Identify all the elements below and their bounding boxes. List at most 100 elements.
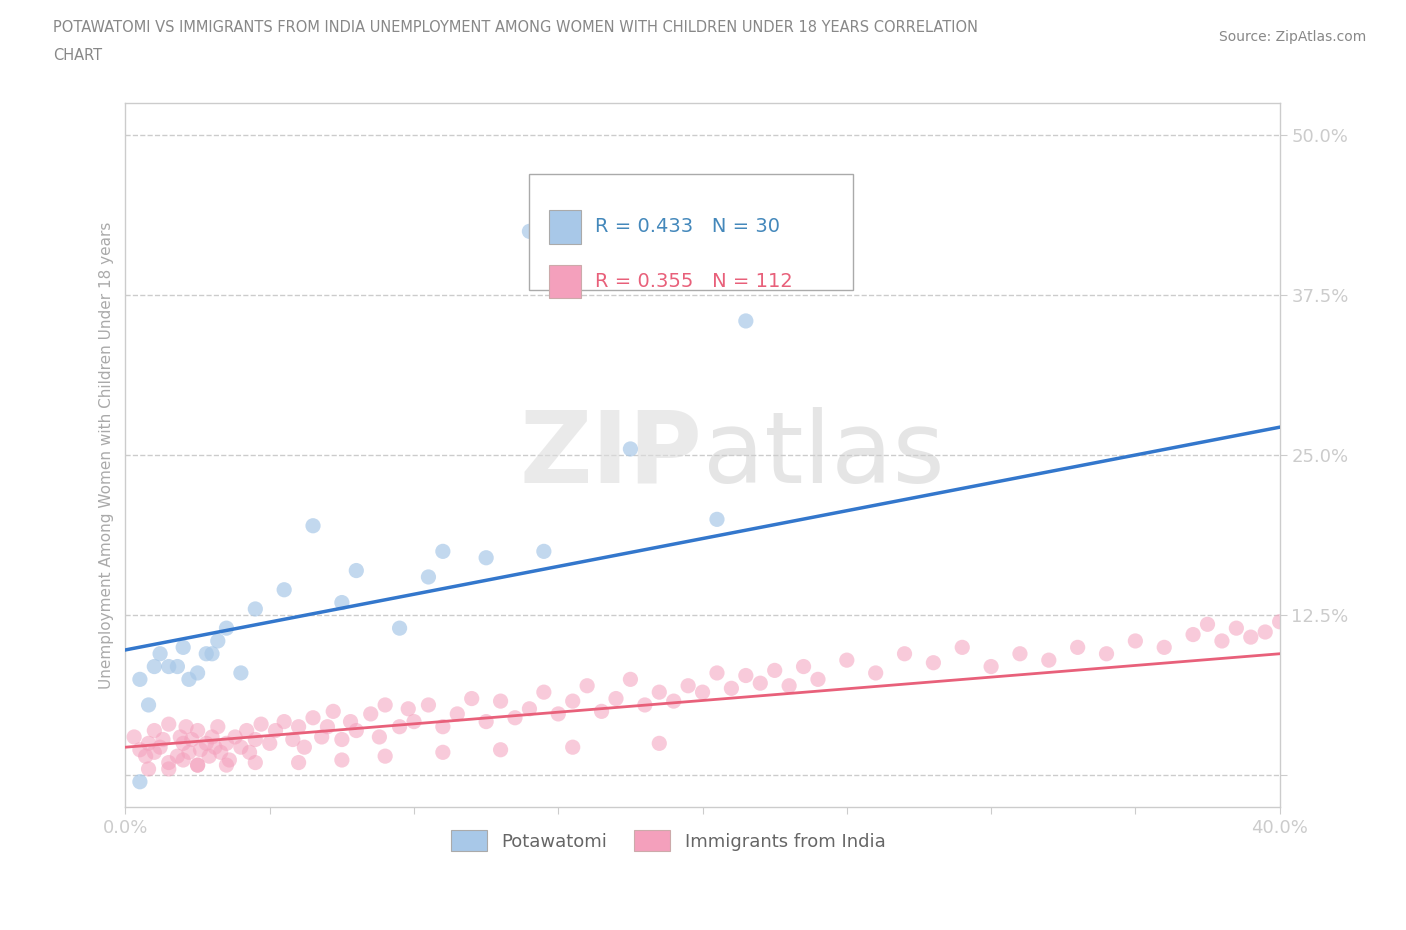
Point bbox=[166, 659, 188, 674]
Point bbox=[432, 544, 454, 559]
Point bbox=[129, 775, 152, 790]
Point bbox=[749, 676, 772, 691]
Point bbox=[634, 698, 657, 712]
Text: CHART: CHART bbox=[53, 48, 103, 63]
Point bbox=[519, 224, 541, 239]
Point bbox=[1211, 633, 1233, 648]
Point bbox=[676, 678, 699, 693]
Text: R = 0.355   N = 112: R = 0.355 N = 112 bbox=[595, 272, 793, 291]
Point bbox=[388, 719, 411, 734]
Point bbox=[224, 729, 246, 744]
Point bbox=[143, 745, 166, 760]
Point bbox=[259, 736, 281, 751]
Point bbox=[195, 646, 218, 661]
Point bbox=[215, 736, 238, 751]
Point bbox=[215, 620, 238, 635]
Point bbox=[1066, 640, 1088, 655]
Point bbox=[157, 762, 180, 777]
Point bbox=[322, 704, 344, 719]
Point bbox=[302, 518, 325, 533]
Point bbox=[576, 678, 599, 693]
Point bbox=[396, 701, 419, 716]
Point bbox=[180, 732, 202, 747]
Point bbox=[245, 732, 267, 747]
Text: R = 0.433   N = 30: R = 0.433 N = 30 bbox=[595, 218, 780, 236]
Point bbox=[190, 742, 212, 757]
Point bbox=[793, 659, 815, 674]
Point bbox=[339, 714, 361, 729]
Point bbox=[475, 551, 498, 565]
Legend: Potawatomi, Immigrants from India: Potawatomi, Immigrants from India bbox=[443, 823, 893, 858]
Point bbox=[374, 698, 396, 712]
Point bbox=[311, 729, 333, 744]
Point bbox=[157, 659, 180, 674]
Point bbox=[187, 758, 209, 773]
Point bbox=[218, 752, 240, 767]
Point bbox=[368, 729, 391, 744]
Point bbox=[1240, 630, 1263, 644]
Point bbox=[533, 544, 555, 559]
Point bbox=[418, 698, 440, 712]
Point bbox=[950, 640, 973, 655]
Point bbox=[287, 719, 309, 734]
Point bbox=[149, 739, 172, 754]
Point bbox=[344, 724, 367, 738]
Point bbox=[235, 724, 257, 738]
Point bbox=[330, 732, 353, 747]
Point bbox=[229, 739, 252, 754]
Y-axis label: Unemployment Among Women with Children Under 18 years: Unemployment Among Women with Children U… bbox=[100, 221, 114, 689]
Point bbox=[316, 719, 339, 734]
Point bbox=[1254, 625, 1277, 640]
Point bbox=[519, 701, 541, 716]
Point bbox=[461, 691, 484, 706]
Point bbox=[763, 663, 786, 678]
Point bbox=[692, 684, 714, 699]
Point bbox=[169, 729, 191, 744]
Point bbox=[734, 313, 756, 328]
Text: Source: ZipAtlas.com: Source: ZipAtlas.com bbox=[1219, 30, 1367, 44]
Point bbox=[432, 745, 454, 760]
Point bbox=[172, 640, 194, 655]
Point bbox=[446, 707, 468, 722]
Point bbox=[264, 724, 287, 738]
Point bbox=[245, 755, 267, 770]
Text: POTAWATOMI VS IMMIGRANTS FROM INDIA UNEMPLOYMENT AMONG WOMEN WITH CHILDREN UNDER: POTAWATOMI VS IMMIGRANTS FROM INDIA UNEM… bbox=[53, 20, 979, 35]
Point bbox=[157, 717, 180, 732]
Point bbox=[201, 646, 224, 661]
Text: ZIP: ZIP bbox=[520, 406, 703, 504]
Point bbox=[201, 729, 224, 744]
Point bbox=[706, 666, 728, 681]
Point bbox=[360, 707, 382, 722]
Point bbox=[152, 732, 174, 747]
Point bbox=[1182, 627, 1205, 642]
Point bbox=[273, 714, 295, 729]
Point bbox=[177, 745, 200, 760]
Point bbox=[344, 564, 367, 578]
Point bbox=[238, 745, 260, 760]
Point bbox=[157, 755, 180, 770]
Point bbox=[503, 711, 526, 725]
Point bbox=[591, 704, 613, 719]
Point bbox=[1038, 653, 1060, 668]
Point bbox=[174, 719, 197, 734]
Point bbox=[475, 714, 498, 729]
Point bbox=[187, 758, 209, 773]
Point bbox=[177, 671, 200, 686]
Point bbox=[1095, 646, 1118, 661]
Point bbox=[207, 633, 229, 648]
Point bbox=[129, 742, 152, 757]
Point bbox=[1153, 640, 1175, 655]
Point bbox=[138, 736, 160, 751]
Point bbox=[489, 742, 512, 757]
Point bbox=[706, 512, 728, 526]
Point bbox=[138, 762, 160, 777]
FancyBboxPatch shape bbox=[530, 174, 852, 290]
Point bbox=[187, 724, 209, 738]
Point bbox=[245, 602, 267, 617]
Point bbox=[648, 736, 671, 751]
Point bbox=[1008, 646, 1031, 661]
Point bbox=[129, 671, 152, 686]
Point bbox=[865, 666, 887, 681]
Point bbox=[807, 671, 830, 686]
Point bbox=[287, 755, 309, 770]
